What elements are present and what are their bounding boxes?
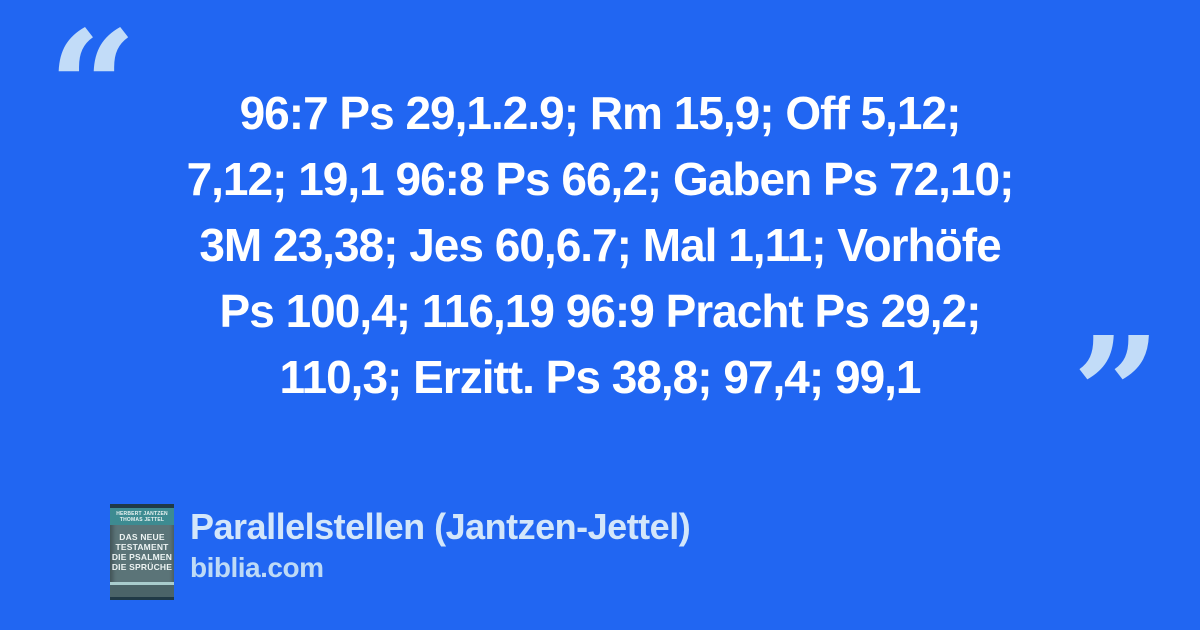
- quote-text: 96:7 Ps 29,1.2.9; Rm 15,9; Off 5,12; 7,1…: [0, 80, 1200, 410]
- quote-line: 7,12; 19,1 96:8 Ps 66,2; Gaben Ps 72,10;: [186, 153, 1015, 205]
- book-cover-authors: HERBERT JANTZEN THOMAS JETTEL: [110, 508, 174, 525]
- book-cover-title-line: DAS NEUE: [119, 532, 165, 542]
- quote-line: 110,3; Erzitt. Ps 38,8; 97,4; 99,1: [279, 351, 921, 403]
- book-cover-title-line: DIE SPRÜCHE: [111, 562, 173, 572]
- quote-line: Ps 100,4; 116,19 96:9 Pracht Ps 29,2;: [219, 285, 982, 337]
- source-title: Parallelstellen (Jantzen-Jettel): [190, 506, 691, 547]
- book-cover-image: HERBERT JANTZEN THOMAS JETTEL DAS NEUE T…: [110, 504, 174, 600]
- book-cover-bottom-band: [110, 585, 174, 597]
- quote-line: 96:7 Ps 29,1.2.9; Rm 15,9; Off 5,12;: [239, 87, 962, 139]
- book-cover-title-line: TESTAMENT: [115, 542, 169, 552]
- book-cover-stripe: [110, 582, 174, 585]
- book-cover-title: DAS NEUE TESTAMENT DIE PSALMEN DIE SPRÜC…: [110, 532, 174, 572]
- footer: HERBERT JANTZEN THOMAS JETTEL DAS NEUE T…: [110, 504, 691, 600]
- close-quote-icon: ”: [1072, 302, 1162, 485]
- quote-line: 3M 23,38; Jes 60,6.7; Mal 1,11; Vorhöfe: [199, 219, 1001, 271]
- open-quote-icon: “: [48, 0, 138, 179]
- site-name: biblia.com: [190, 552, 324, 583]
- book-cover-title-line: DIE PSALMEN: [111, 552, 173, 562]
- book-cover-author-line: THOMAS JETTEL: [119, 517, 165, 523]
- book-cover-author-line: HERBERT JANTZEN: [116, 511, 168, 517]
- footer-text: Parallelstellen (Jantzen-Jettel) biblia.…: [190, 504, 691, 584]
